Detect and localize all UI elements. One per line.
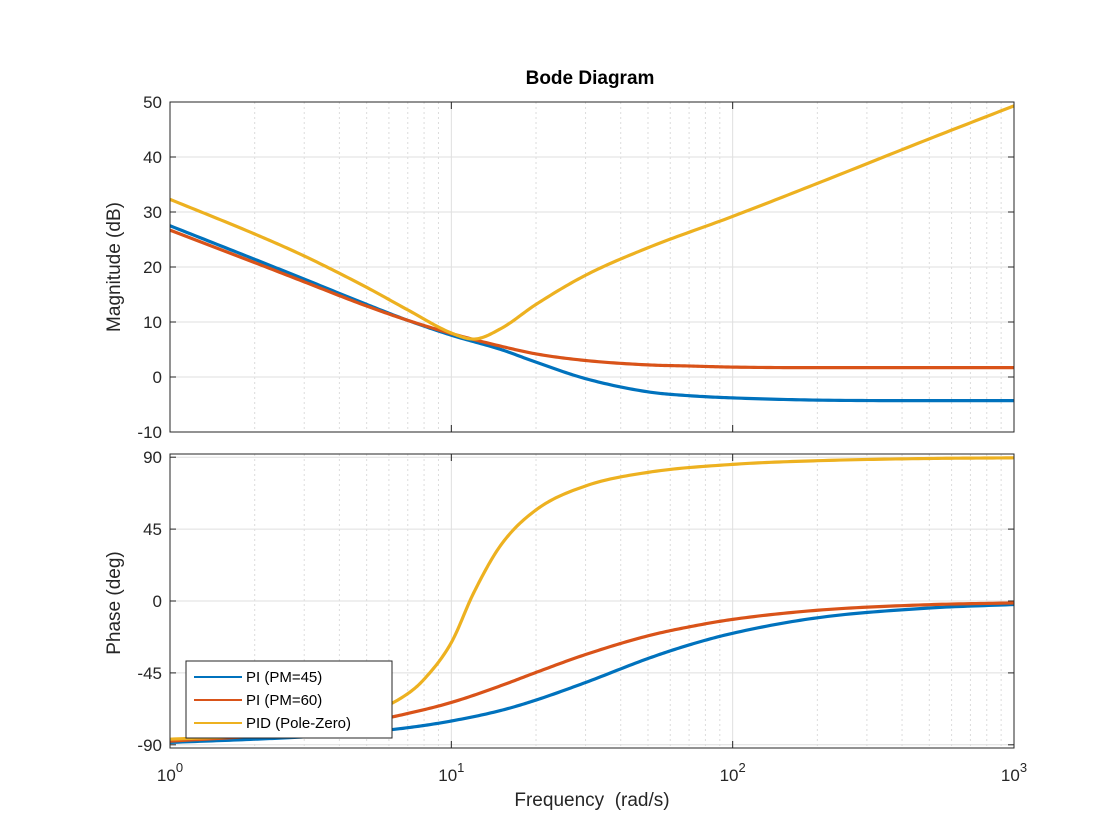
y-tick-label: 0 bbox=[153, 592, 162, 611]
legend: PI (PM=45) PI (PM=60) PID (Pole-Zero) bbox=[185, 660, 393, 739]
y-tick-label: -45 bbox=[137, 664, 162, 683]
legend-label-pi-60: PI (PM=60) bbox=[246, 692, 322, 709]
y-tick-label: -10 bbox=[137, 423, 162, 442]
x-tick-label: 101 bbox=[438, 760, 464, 785]
x-tick-label: 100 bbox=[157, 760, 183, 785]
x-tick-labels: 100 101 102 103 bbox=[157, 760, 1027, 785]
magnitude-axis-label: Magnitude (dB) bbox=[104, 202, 125, 332]
frequency-axis-label: Frequency (rad/s) bbox=[514, 790, 669, 811]
x-tick-label: 102 bbox=[720, 760, 746, 785]
magnitude-series-2 bbox=[170, 228, 1014, 370]
y-tick-label: 30 bbox=[143, 203, 162, 222]
y-tick-label: 10 bbox=[143, 313, 162, 332]
y-tick-label: 90 bbox=[143, 448, 162, 467]
y-tick-label: -90 bbox=[137, 736, 162, 755]
phase-axis-label: Phase (deg) bbox=[104, 551, 125, 655]
y-tick-label: 50 bbox=[143, 93, 162, 112]
y-tick-label: 45 bbox=[143, 520, 162, 539]
phase-axes-box bbox=[169, 453, 1015, 749]
magnitude-panel: 50 40 30 20 10 0 -10 bbox=[137, 93, 1015, 442]
magnitude-series-1 bbox=[170, 224, 1014, 403]
y-tick-label: 40 bbox=[143, 148, 162, 167]
magnitude-axes-box bbox=[169, 101, 1015, 433]
legend-label-pi-45: PI (PM=45) bbox=[246, 669, 322, 686]
x-tick-label: 103 bbox=[1001, 760, 1027, 785]
legend-label-pid: PID (Pole-Zero) bbox=[246, 715, 351, 732]
y-tick-label: 20 bbox=[143, 258, 162, 277]
chart-title: Bode Diagram bbox=[526, 68, 655, 89]
magnitude-series-3 bbox=[170, 104, 1014, 341]
y-tick-label: 0 bbox=[153, 368, 162, 387]
